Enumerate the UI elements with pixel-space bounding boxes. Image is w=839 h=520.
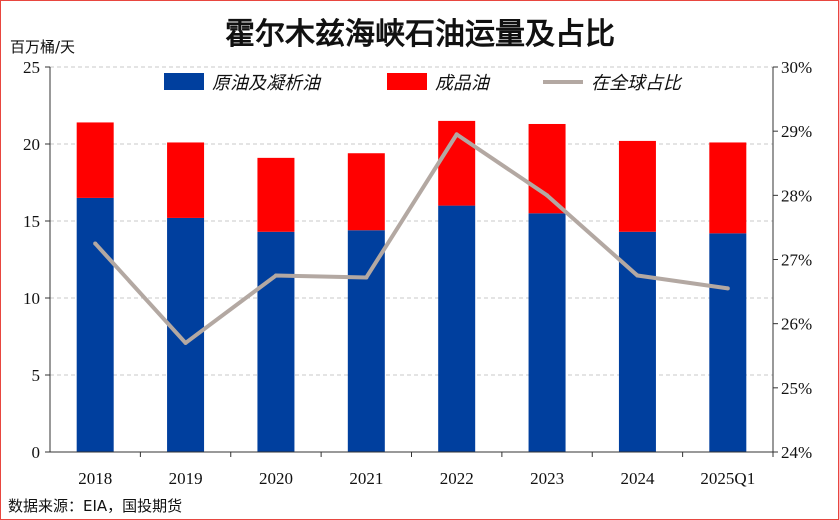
bar-crude (76, 197, 114, 452)
share-point (364, 275, 369, 280)
bar-products (618, 140, 656, 232)
x-tick-label: 2018 (78, 469, 112, 488)
x-axis-ticks: 2018 2019 2020 2021 2022 2023 2024 2025Q1 (78, 469, 755, 488)
share-line (93, 132, 730, 345)
y2-tick-label: 27% (781, 251, 812, 270)
bar-products (257, 157, 295, 232)
y2-tick-label: 24% (781, 443, 812, 462)
bar-crude (438, 205, 476, 452)
y-tick-label: 20 (23, 135, 40, 154)
bar-crude (618, 231, 656, 452)
gridlines (50, 66, 773, 376)
x-tick-label: 2024 (620, 469, 655, 488)
legend-swatch-crude (164, 73, 204, 90)
y2-tick-label: 28% (781, 186, 812, 205)
y-tick-label: 10 (23, 289, 40, 308)
x-tick-label: 2022 (440, 469, 474, 488)
share-line-path (93, 132, 729, 345)
legend: 原油及凝析油 成品油 在全球占比 (164, 73, 683, 94)
bar-products (167, 142, 205, 218)
axes (45, 66, 778, 457)
share-point (93, 241, 98, 246)
share-point (183, 340, 188, 345)
bar-crude (528, 213, 566, 452)
x-tick-label: 2020 (259, 469, 293, 488)
legend-swatch-products (387, 73, 427, 90)
legend-label-products: 成品油 (435, 73, 491, 94)
x-tick-label: 2021 (349, 469, 383, 488)
legend-label-share: 在全球占比 (591, 73, 683, 94)
source-note: 数据来源：EIA，国投期货 (8, 497, 182, 515)
share-point (725, 286, 730, 291)
y-tick-label: 15 (23, 212, 40, 231)
x-tick-label: 2023 (530, 469, 564, 488)
x-tick-label: 2025Q1 (700, 469, 755, 488)
y-axis-ticks: 0 5 10 15 20 25 (23, 58, 40, 462)
chart-title: 霍尔木兹海峡石油运量及占比 (225, 17, 615, 52)
y2-axis-ticks: 24% 25% 26% 27% 28% 29% 30% (781, 58, 812, 462)
y-tick-label: 5 (32, 366, 41, 385)
y-axis-label: 百万桶/天 (10, 38, 75, 56)
bar-products (709, 142, 747, 234)
bars (76, 120, 747, 452)
share-point (635, 273, 640, 278)
y2-tick-label: 30% (781, 58, 812, 77)
y2-tick-label: 25% (781, 379, 812, 398)
y-tick-label: 25 (23, 58, 40, 77)
y2-tick-label: 26% (781, 315, 812, 334)
bar-products (528, 123, 566, 214)
x-tick-label: 2019 (169, 469, 203, 488)
bar-crude (347, 230, 385, 452)
share-point (273, 273, 278, 278)
bar-crude (709, 233, 747, 452)
bar-crude (257, 231, 295, 452)
bar-products (76, 122, 114, 198)
share-point (454, 132, 459, 137)
legend-label-crude: 原油及凝析油 (212, 73, 322, 94)
share-point (545, 193, 550, 198)
bar-products (347, 153, 385, 231)
y2-tick-label: 29% (781, 122, 812, 141)
y-tick-label: 0 (32, 443, 41, 462)
